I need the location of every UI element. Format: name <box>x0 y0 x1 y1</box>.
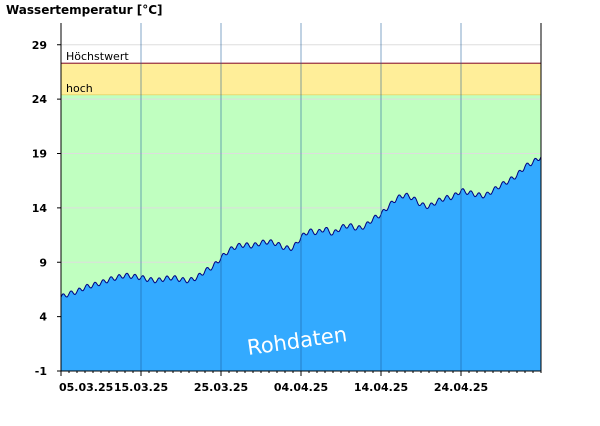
x-tick-label: 25.03.25 <box>194 381 248 394</box>
chart-title: Wassertemperatur [°C] <box>6 3 163 17</box>
y-tick-label: 29 <box>32 39 47 52</box>
y-tick-label: 24 <box>32 93 48 106</box>
y-tick-label: 14 <box>32 202 48 215</box>
x-tick-label: 14.04.25 <box>354 381 408 394</box>
x-axis-ticks: 05.03.25 15.03.25 25.03.25 04.04.25 14.04.25… <box>59 371 542 394</box>
x-tick-label: 24.04.25 <box>434 381 488 394</box>
y-axis-ticks: -1 4 9 14 19 24 29 <box>32 39 61 378</box>
y-tick-label: 9 <box>39 256 47 269</box>
x-tick-label: 04.04.25 <box>274 381 328 394</box>
x-tick-label: 05.03.25 <box>59 381 113 394</box>
high-label: hoch <box>66 82 93 95</box>
y-tick-label: -1 <box>35 365 47 378</box>
date-gridlines <box>140 23 462 371</box>
x-tick-label: 15.03.25 <box>114 381 168 394</box>
y-tick-label: 4 <box>39 311 47 324</box>
y-tick-label: 19 <box>32 148 47 161</box>
max-label: Höchstwert <box>66 50 129 63</box>
